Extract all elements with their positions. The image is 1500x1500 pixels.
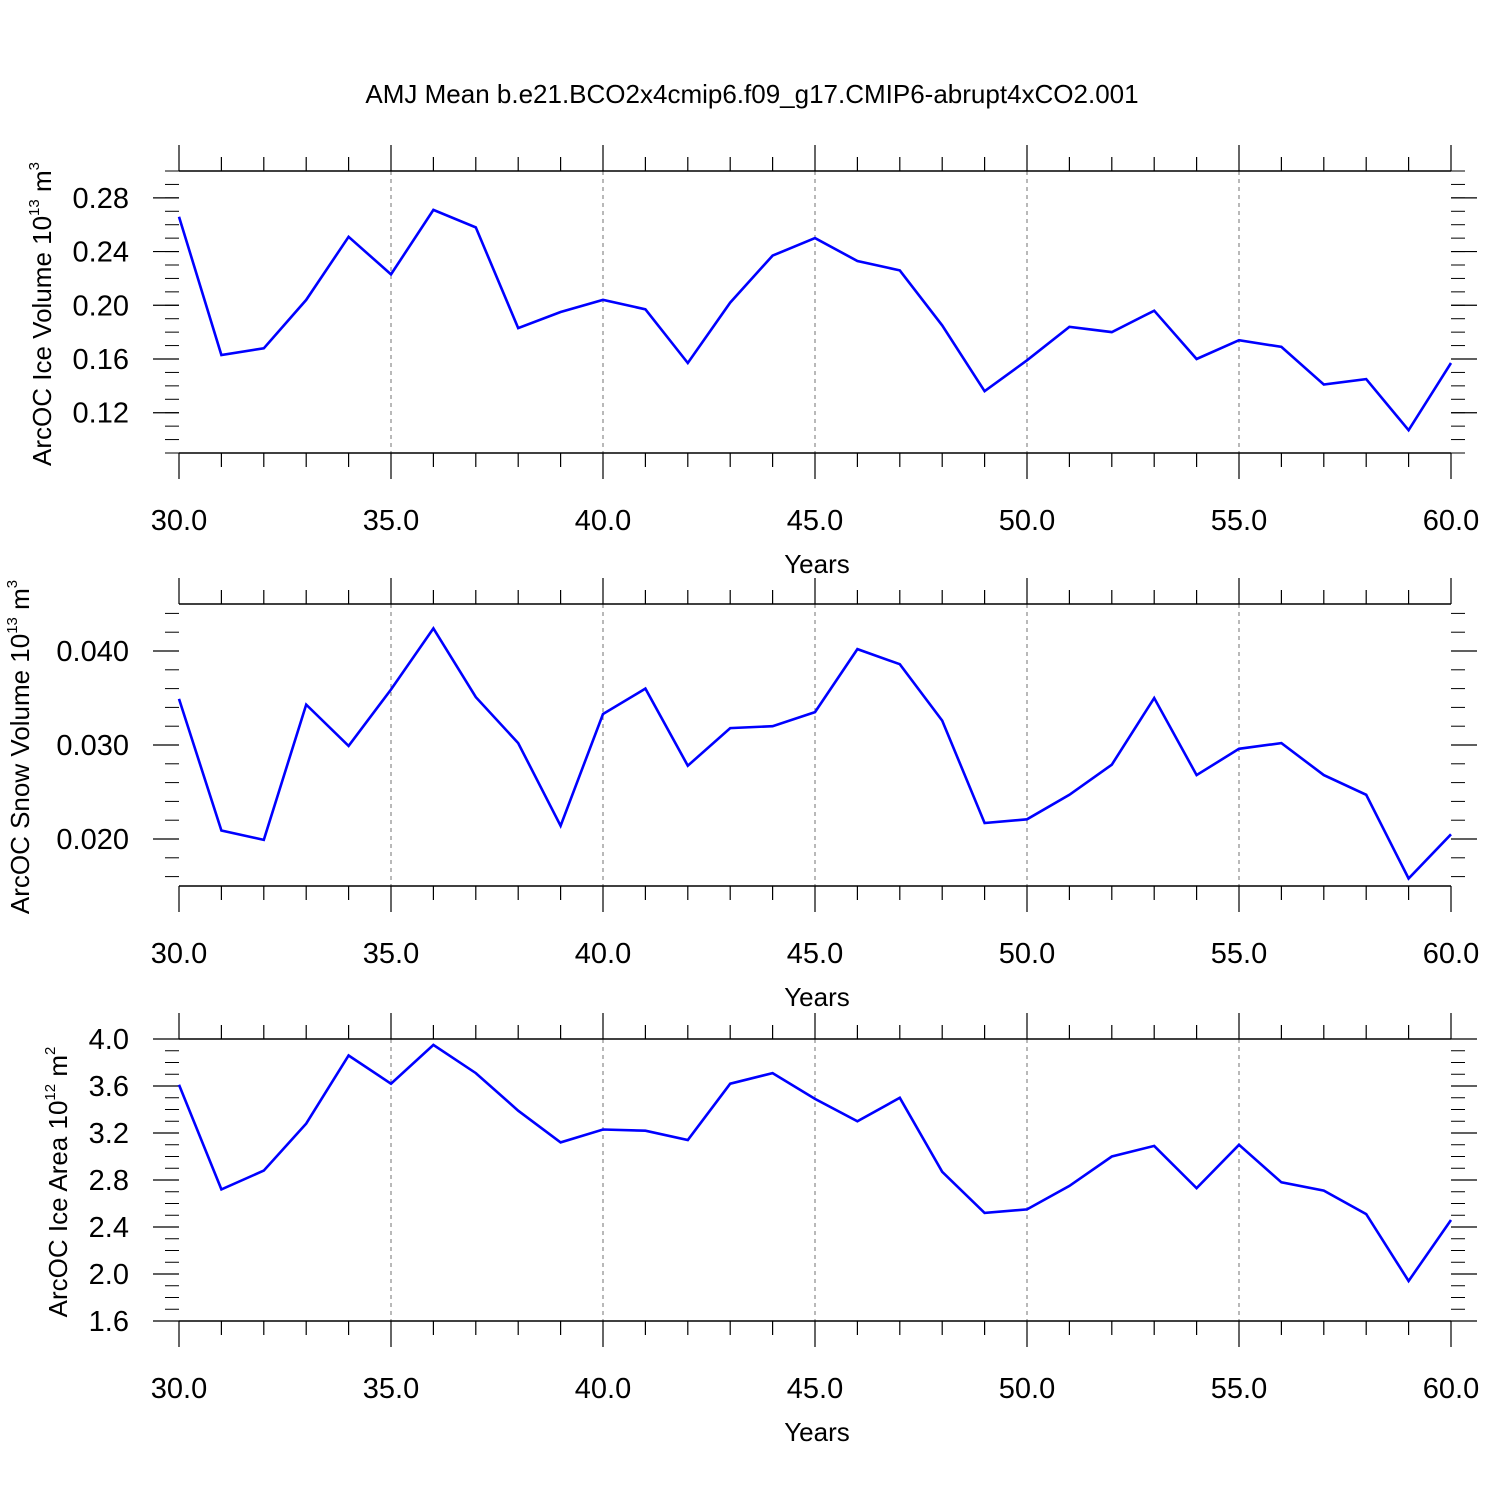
y-axis-label-text: ArcOC Ice Area 10 (43, 1101, 73, 1318)
x-axis-label: Years (784, 1417, 850, 1447)
x-tick-label: 60.0 (1423, 505, 1479, 537)
y-tick-label: 2.4 (89, 1212, 129, 1244)
y-tick-label: 1.6 (89, 1306, 129, 1338)
y-tick-label: 0.040 (56, 636, 129, 668)
x-axis-label: Years (784, 549, 850, 579)
y-axis-label-exponent: 13 (4, 617, 21, 634)
y-tick-label: 0.030 (56, 730, 129, 762)
x-tick-label: 50.0 (999, 1373, 1055, 1405)
y-axis-label-text: ArcOC Snow Volume 10 (5, 634, 35, 914)
series-line (177, 208, 1453, 433)
x-tick-label: 40.0 (575, 505, 631, 537)
x-tick-label: 35.0 (363, 938, 419, 970)
x-tick-label: 45.0 (787, 938, 843, 970)
x-tick-label: 55.0 (1211, 1373, 1267, 1405)
x-tick-label: 55.0 (1211, 505, 1267, 537)
x-tick-label: 30.0 (151, 938, 207, 970)
y-tick-label: 0.20 (73, 290, 129, 322)
y-axis-label: ArcOC Snow Volume 1013 m3 (4, 580, 35, 914)
y-axis-label-exponent: 13 (26, 199, 43, 216)
x-tick-label: 45.0 (787, 1373, 843, 1405)
y-tick-label: 2.0 (89, 1259, 129, 1291)
x-tick-label: 35.0 (363, 1373, 419, 1405)
y-axis-label: ArcOC Ice Volume 1013 m3 (26, 162, 57, 466)
y-axis-label: ArcOC Ice Area 1012 m2 (42, 1047, 73, 1318)
y-axis-label-unit: m (5, 588, 35, 617)
x-tick-label: 35.0 (363, 505, 419, 537)
x-axis-label: Years (784, 982, 850, 1012)
chart-panel-3: 1.6 2.0 2.4 2.8 3.2 3.6 4.0 30.0 35.0 40.0 45.0 50.… (42, 1013, 1479, 1447)
x-tick-label: 55.0 (1211, 938, 1267, 970)
y-tick-label: 0.12 (73, 398, 129, 430)
x-tick-label: 30.0 (151, 505, 207, 537)
y-tick-label: 0.24 (73, 237, 129, 269)
chart-panel-1: 0.12 0.16 0.20 0.24 0.28 30.0 35.0 40.0 45.0 50.0… (26, 145, 1479, 579)
y-axis-label-unit-exponent: 3 (26, 162, 43, 170)
series-line (177, 626, 1452, 881)
y-axis-label-unit-exponent: 3 (4, 580, 21, 588)
y-tick-label: 0.28 (73, 183, 129, 215)
y-axis-label-unit-exponent: 2 (42, 1047, 59, 1055)
x-tick-label: 45.0 (787, 505, 843, 537)
x-tick-label: 40.0 (575, 938, 631, 970)
y-tick-label: 3.2 (89, 1118, 129, 1150)
x-tick-label: 40.0 (575, 1373, 631, 1405)
chart-title: AMJ Mean b.e21.BCO2x4cmip6.f09_g17.CMIP6… (365, 79, 1138, 109)
y-tick-label: 4.0 (89, 1024, 129, 1056)
x-tick-label: 50.0 (999, 505, 1055, 537)
y-axis-label-text: ArcOC Ice Volume 10 (27, 216, 57, 466)
y-axis-label-exponent: 12 (42, 1084, 59, 1101)
chart-panel-2: 0.020 0.030 0.040 30.0 35.0 40.0 45.0 50.0 55.0 6… (4, 578, 1479, 1012)
y-axis-label-unit: m (43, 1055, 73, 1084)
y-tick-label: 0.16 (73, 344, 129, 376)
x-tick-label: 60.0 (1423, 1373, 1479, 1405)
y-tick-label: 3.6 (89, 1071, 129, 1103)
series-line (177, 1043, 1453, 1284)
x-tick-label: 60.0 (1423, 938, 1479, 970)
y-tick-label: 2.8 (89, 1165, 129, 1197)
x-tick-label: 50.0 (999, 938, 1055, 970)
y-tick-label: 0.020 (56, 824, 129, 856)
y-axis-label-unit: m (27, 170, 57, 199)
x-tick-label: 30.0 (151, 1373, 207, 1405)
